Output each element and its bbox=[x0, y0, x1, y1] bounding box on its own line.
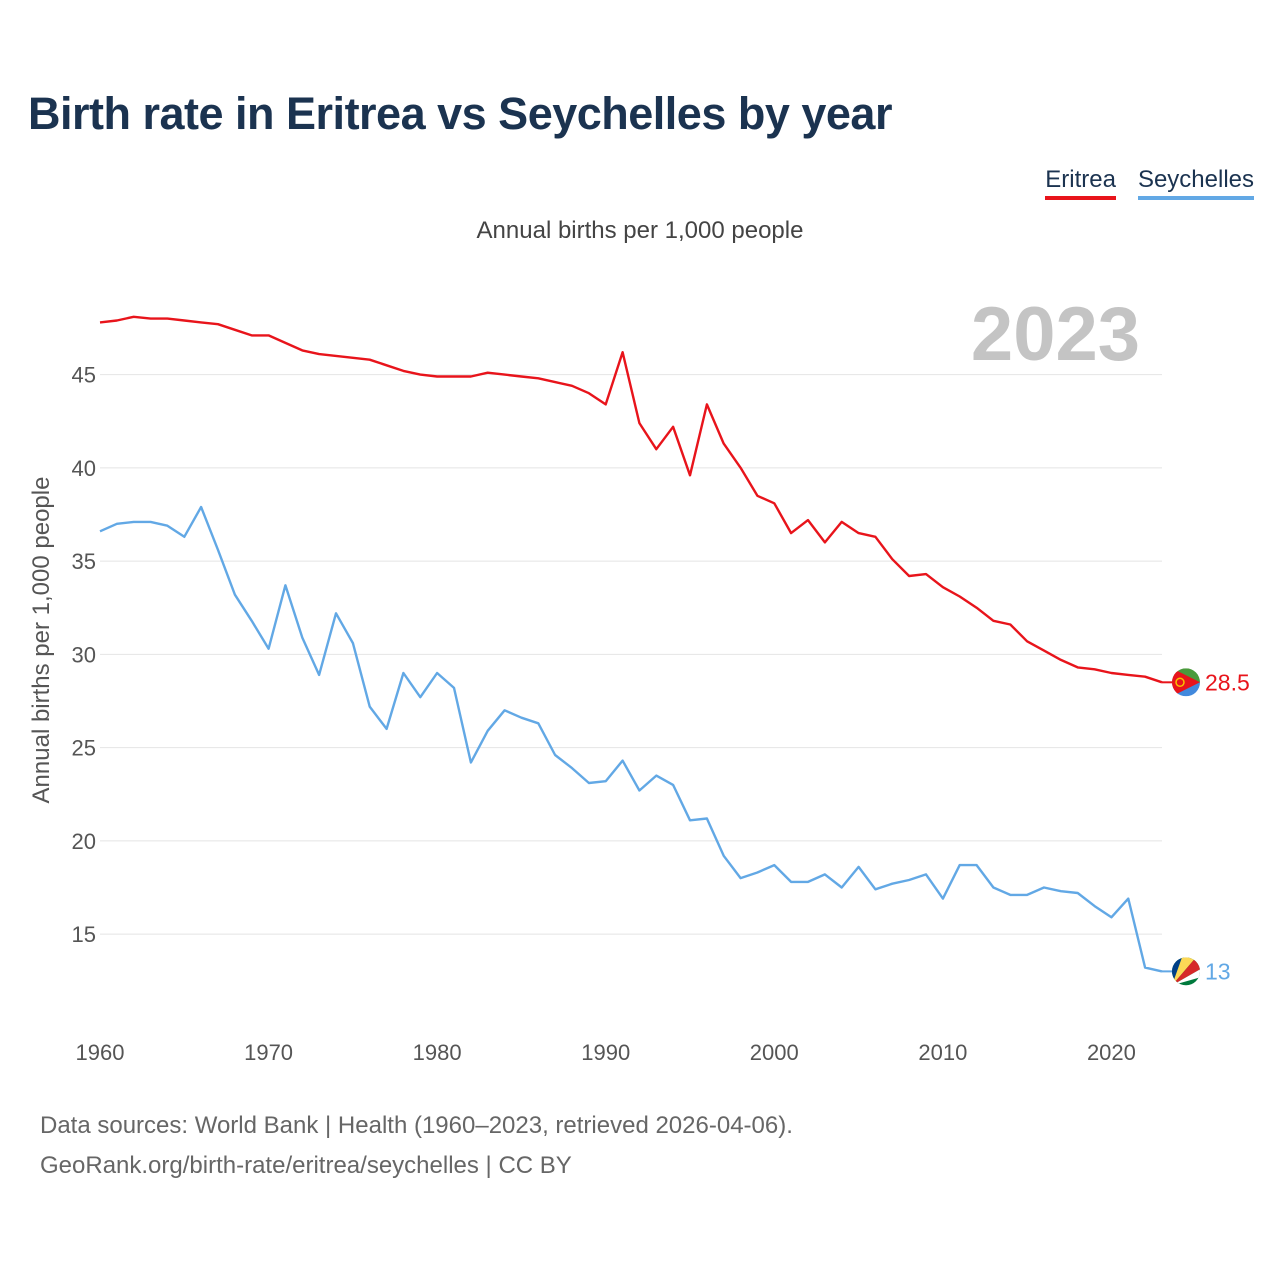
x-tick-label: 2000 bbox=[750, 1040, 799, 1065]
series-line-eritrea bbox=[99, 315, 1163, 684]
footer-link[interactable]: GeoRank.org/birth-rate/eritrea/seychelle… bbox=[40, 1152, 572, 1179]
x-tick-label: 2010 bbox=[918, 1040, 967, 1065]
seychelles-flag-icon bbox=[1172, 957, 1200, 986]
y-tick-label: 20 bbox=[72, 829, 96, 854]
x-tick-label: 1980 bbox=[413, 1040, 462, 1065]
y-tick-label: 35 bbox=[72, 549, 96, 574]
x-tick-label: 1960 bbox=[76, 1040, 125, 1065]
y-tick-label: 45 bbox=[72, 363, 96, 388]
chart-subtitle: Annual births per 1,000 people bbox=[476, 217, 804, 244]
end-value-label-eritrea: 28.5 bbox=[1205, 669, 1250, 695]
y-tick-label: 15 bbox=[72, 922, 96, 947]
x-tick-label: 1990 bbox=[581, 1040, 630, 1065]
legend-item-seychelles[interactable]: Seychelles bbox=[1137, 166, 1254, 200]
y-tick-label: 40 bbox=[72, 456, 96, 481]
footer-source: Data sources: World Bank | Health (1960–… bbox=[40, 1112, 793, 1139]
year-watermark: 2023 bbox=[971, 292, 1140, 377]
eritrea-flag-icon bbox=[1172, 668, 1200, 697]
legend: Eritrea Seychelles bbox=[1045, 166, 1254, 200]
end-value-label-seychelles: 13 bbox=[1205, 958, 1231, 984]
y-tick-label: 30 bbox=[72, 642, 96, 667]
x-tick-label: 1970 bbox=[244, 1040, 293, 1065]
x-tick-label: 2020 bbox=[1087, 1040, 1136, 1065]
legend-item-eritrea[interactable]: Eritrea bbox=[1045, 166, 1116, 200]
footer: Data sources: World Bank | Health (1960–… bbox=[40, 1106, 793, 1186]
y-tick-label: 25 bbox=[72, 736, 96, 761]
chart-title: Birth rate in Eritrea vs Seychelles by y… bbox=[28, 88, 892, 139]
series-line-seychelles bbox=[99, 505, 1163, 973]
